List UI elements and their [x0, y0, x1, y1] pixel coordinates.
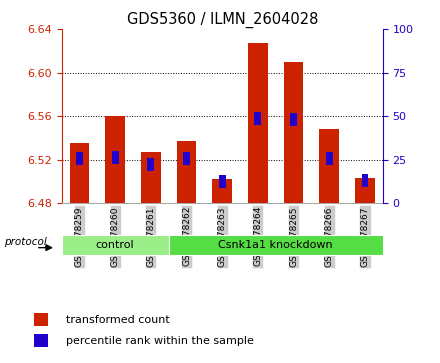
- Bar: [105, 116, 125, 203]
- Bar: [290, 113, 297, 126]
- Bar: [219, 175, 226, 188]
- Bar: [284, 62, 304, 203]
- FancyBboxPatch shape: [169, 235, 383, 255]
- Bar: [183, 152, 190, 165]
- Bar: [319, 129, 339, 203]
- Bar: [254, 112, 261, 125]
- Bar: [76, 152, 83, 165]
- Text: transformed count: transformed count: [66, 315, 169, 325]
- Title: GDS5360 / ILMN_2604028: GDS5360 / ILMN_2604028: [127, 12, 318, 28]
- Bar: [34, 334, 48, 347]
- Text: protocol: protocol: [4, 237, 47, 247]
- Bar: [70, 143, 89, 203]
- Bar: [34, 313, 48, 326]
- FancyBboxPatch shape: [62, 235, 169, 255]
- Bar: [355, 178, 375, 203]
- Bar: [213, 179, 232, 203]
- Bar: [141, 152, 161, 203]
- Text: Csnk1a1 knockdown: Csnk1a1 knockdown: [218, 240, 333, 250]
- Bar: [112, 151, 118, 164]
- Bar: [362, 174, 368, 187]
- Bar: [326, 152, 333, 165]
- Text: control: control: [96, 240, 135, 250]
- Text: percentile rank within the sample: percentile rank within the sample: [66, 336, 253, 346]
- Bar: [177, 141, 196, 203]
- Bar: [147, 158, 154, 171]
- Bar: [248, 43, 268, 203]
